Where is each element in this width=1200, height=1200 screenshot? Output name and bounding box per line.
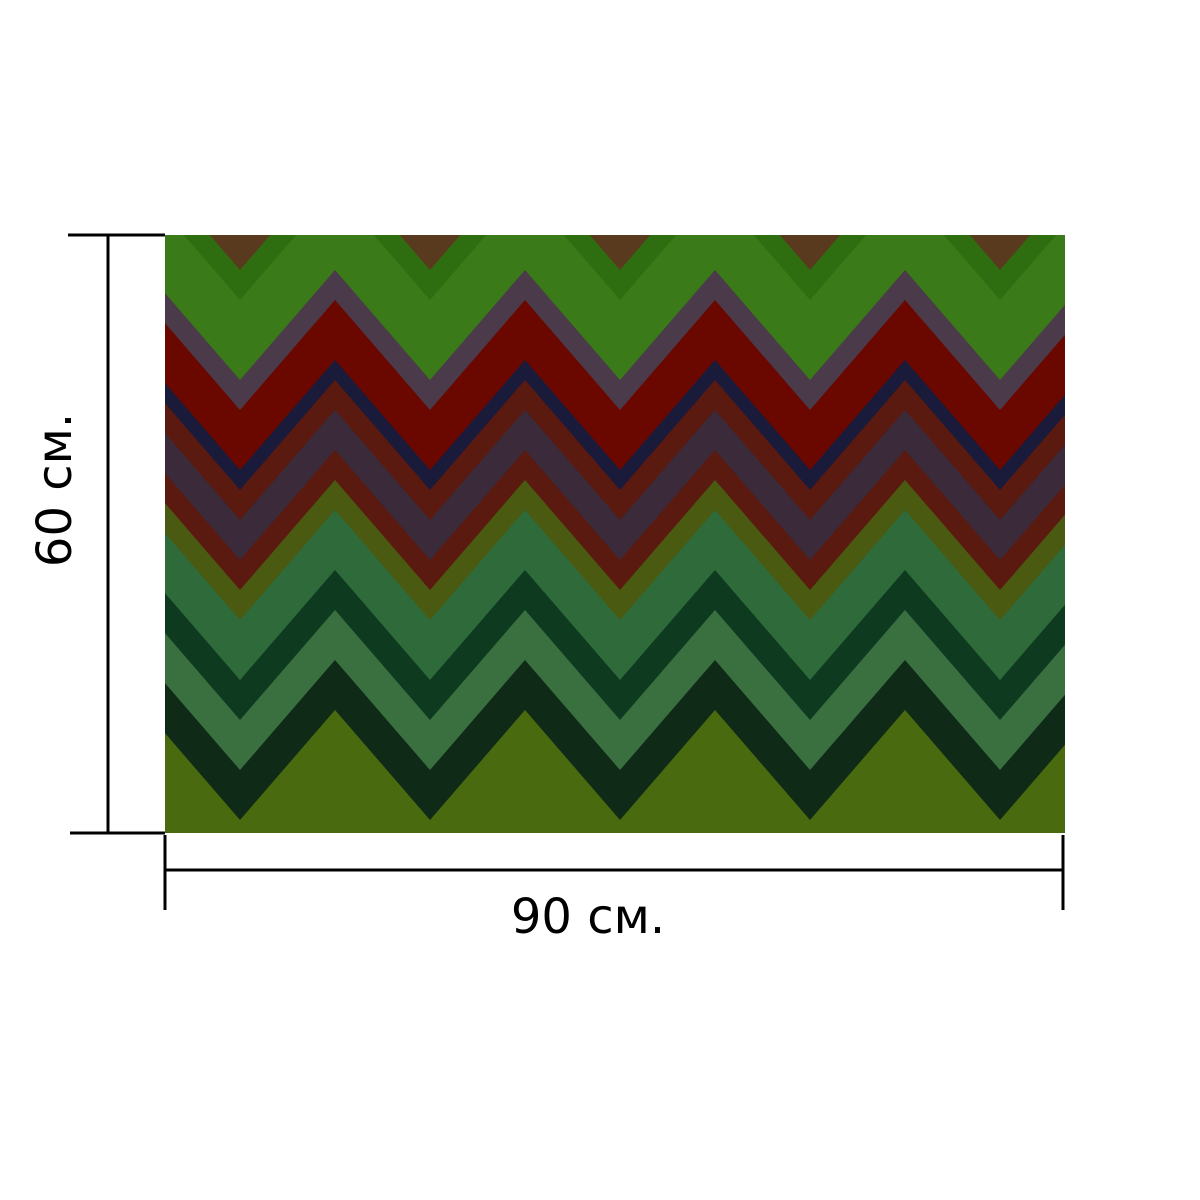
chevron-pattern xyxy=(165,235,1065,833)
chevron-band xyxy=(165,710,1065,833)
height-label: 60 см. xyxy=(27,413,83,567)
width-label: 90 см. xyxy=(511,889,665,945)
